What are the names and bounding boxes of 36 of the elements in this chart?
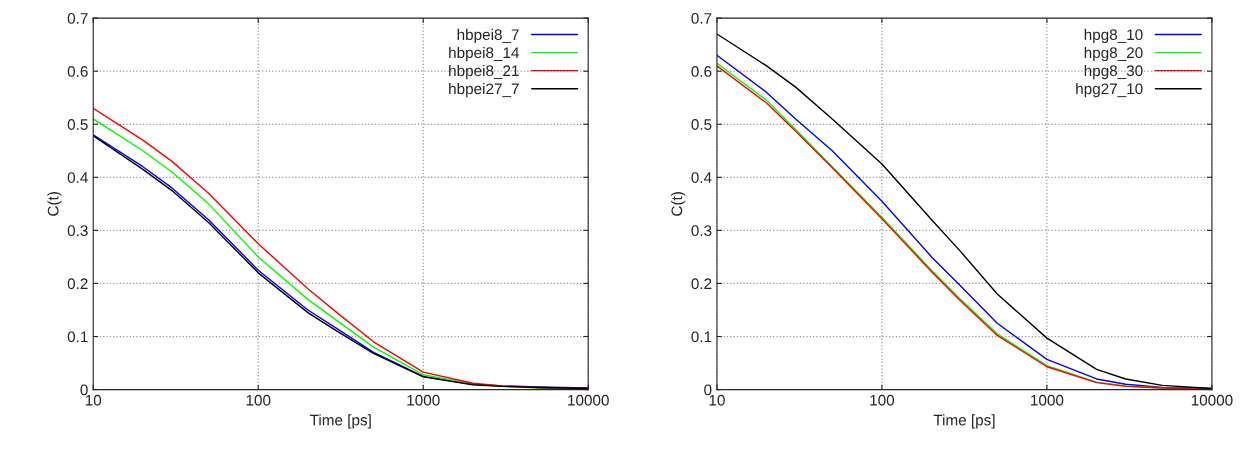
- y-tick-label: 0.2: [67, 278, 88, 290]
- legend-label: hbpei8_14: [449, 46, 520, 62]
- x-axis-title: Time [ps]: [309, 414, 371, 429]
- legend-label: hpg27_10: [1076, 83, 1143, 98]
- x-tick-label: 1000: [1031, 394, 1064, 406]
- y-tick-label: 0: [80, 384, 88, 396]
- y-axis-title: C(t): [671, 192, 686, 216]
- legend-label: hbpei8_7: [457, 28, 519, 44]
- x-tick-label: 100: [870, 394, 895, 406]
- legend-label: hpg8_10: [1084, 28, 1143, 44]
- y-tick-label: 0.5: [691, 119, 712, 130]
- y-tick-label: 0.2: [691, 278, 712, 290]
- y-tick-label: 0.6: [691, 66, 712, 77]
- x-tick-label: 10000: [1191, 394, 1233, 406]
- y-tick-label: 0.4: [691, 172, 712, 183]
- y-tick-label: 0.4: [67, 172, 88, 183]
- legend-label: hbpei8_21: [449, 64, 519, 80]
- x-tick-label: 100: [246, 394, 271, 406]
- y-tick-label: 0.7: [691, 12, 712, 24]
- y-tick-label: 0.1: [691, 331, 712, 343]
- x-tick-label: 10: [85, 394, 102, 406]
- y-tick-label: 0.7: [67, 12, 88, 24]
- y-tick-label: 0.3: [691, 225, 712, 237]
- y-tick-label: 0.6: [67, 66, 88, 77]
- legend-label: hpg8_30: [1084, 64, 1143, 80]
- legend-label: hbpei27_7: [449, 83, 519, 98]
- y-axis-title: C(t): [47, 192, 62, 216]
- x-tick-label: 10000: [568, 394, 609, 406]
- x-tick-label: 10: [709, 394, 725, 406]
- x-axis-title: Time [ps]: [933, 414, 995, 429]
- y-tick-label: 0.3: [67, 225, 88, 237]
- y-tick-label: 0: [704, 384, 712, 396]
- y-tick-label: 0.5: [67, 119, 88, 130]
- y-tick-label: 0.1: [67, 331, 88, 343]
- x-tick-label: 1000: [407, 394, 440, 406]
- legend-label: hpg8_20: [1084, 46, 1143, 62]
